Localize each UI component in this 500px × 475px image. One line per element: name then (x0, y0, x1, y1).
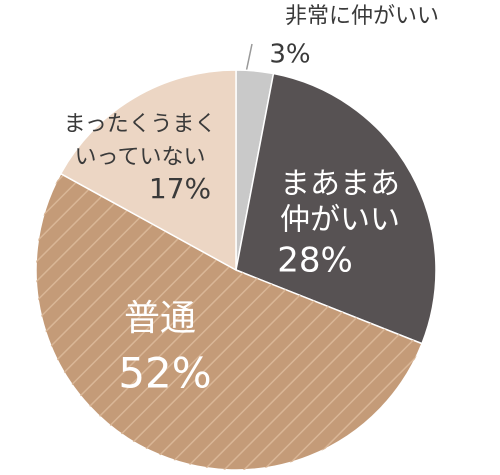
value-label: 52% (118, 349, 211, 398)
slice-label: 非常に仲がいい (285, 4, 439, 29)
slice-label: まったくうまく (64, 112, 217, 137)
value-label: 17% (149, 172, 211, 205)
slice-label: 仲がいい (280, 203, 400, 238)
pie-slice (59, 69, 237, 272)
slice-hatch (36, 173, 422, 470)
slice-label: 普通 (124, 298, 196, 339)
slice-label: いっていない (75, 145, 206, 170)
value-label: 28% (277, 241, 353, 281)
pie-slice (235, 72, 437, 345)
slice-label: まあまあ (280, 167, 400, 202)
value-label: 3% (269, 40, 310, 70)
